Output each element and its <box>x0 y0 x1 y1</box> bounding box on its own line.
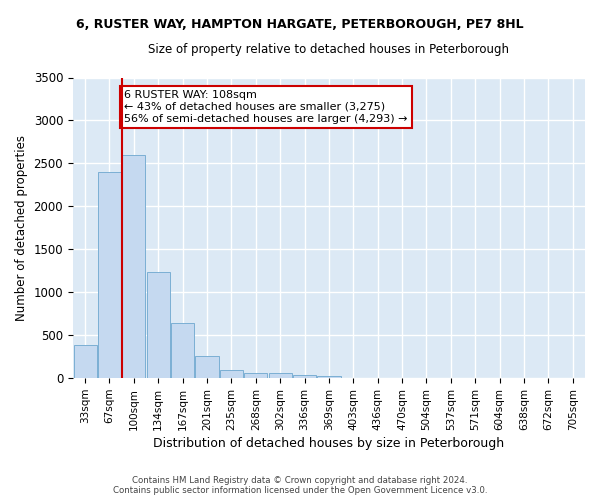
Y-axis label: Number of detached properties: Number of detached properties <box>15 135 28 321</box>
Bar <box>146 272 170 378</box>
Bar <box>98 172 121 378</box>
Text: 6, RUSTER WAY, HAMPTON HARGATE, PETERBOROUGH, PE7 8HL: 6, RUSTER WAY, HAMPTON HARGATE, PETERBOR… <box>76 18 524 30</box>
Bar <box>269 374 292 378</box>
Bar <box>122 155 145 378</box>
Bar <box>293 375 316 378</box>
Title: Size of property relative to detached houses in Peterborough: Size of property relative to detached ho… <box>148 42 509 56</box>
Text: Contains HM Land Registry data © Crown copyright and database right 2024.
Contai: Contains HM Land Registry data © Crown c… <box>113 476 487 495</box>
Bar <box>74 344 97 378</box>
Bar <box>220 370 243 378</box>
Bar <box>244 373 268 378</box>
Text: 6 RUSTER WAY: 108sqm
← 43% of detached houses are smaller (3,275)
56% of semi-de: 6 RUSTER WAY: 108sqm ← 43% of detached h… <box>124 90 407 124</box>
Bar <box>196 356 218 378</box>
X-axis label: Distribution of detached houses by size in Peterborough: Distribution of detached houses by size … <box>154 437 505 450</box>
Bar <box>171 323 194 378</box>
Bar <box>317 376 341 378</box>
